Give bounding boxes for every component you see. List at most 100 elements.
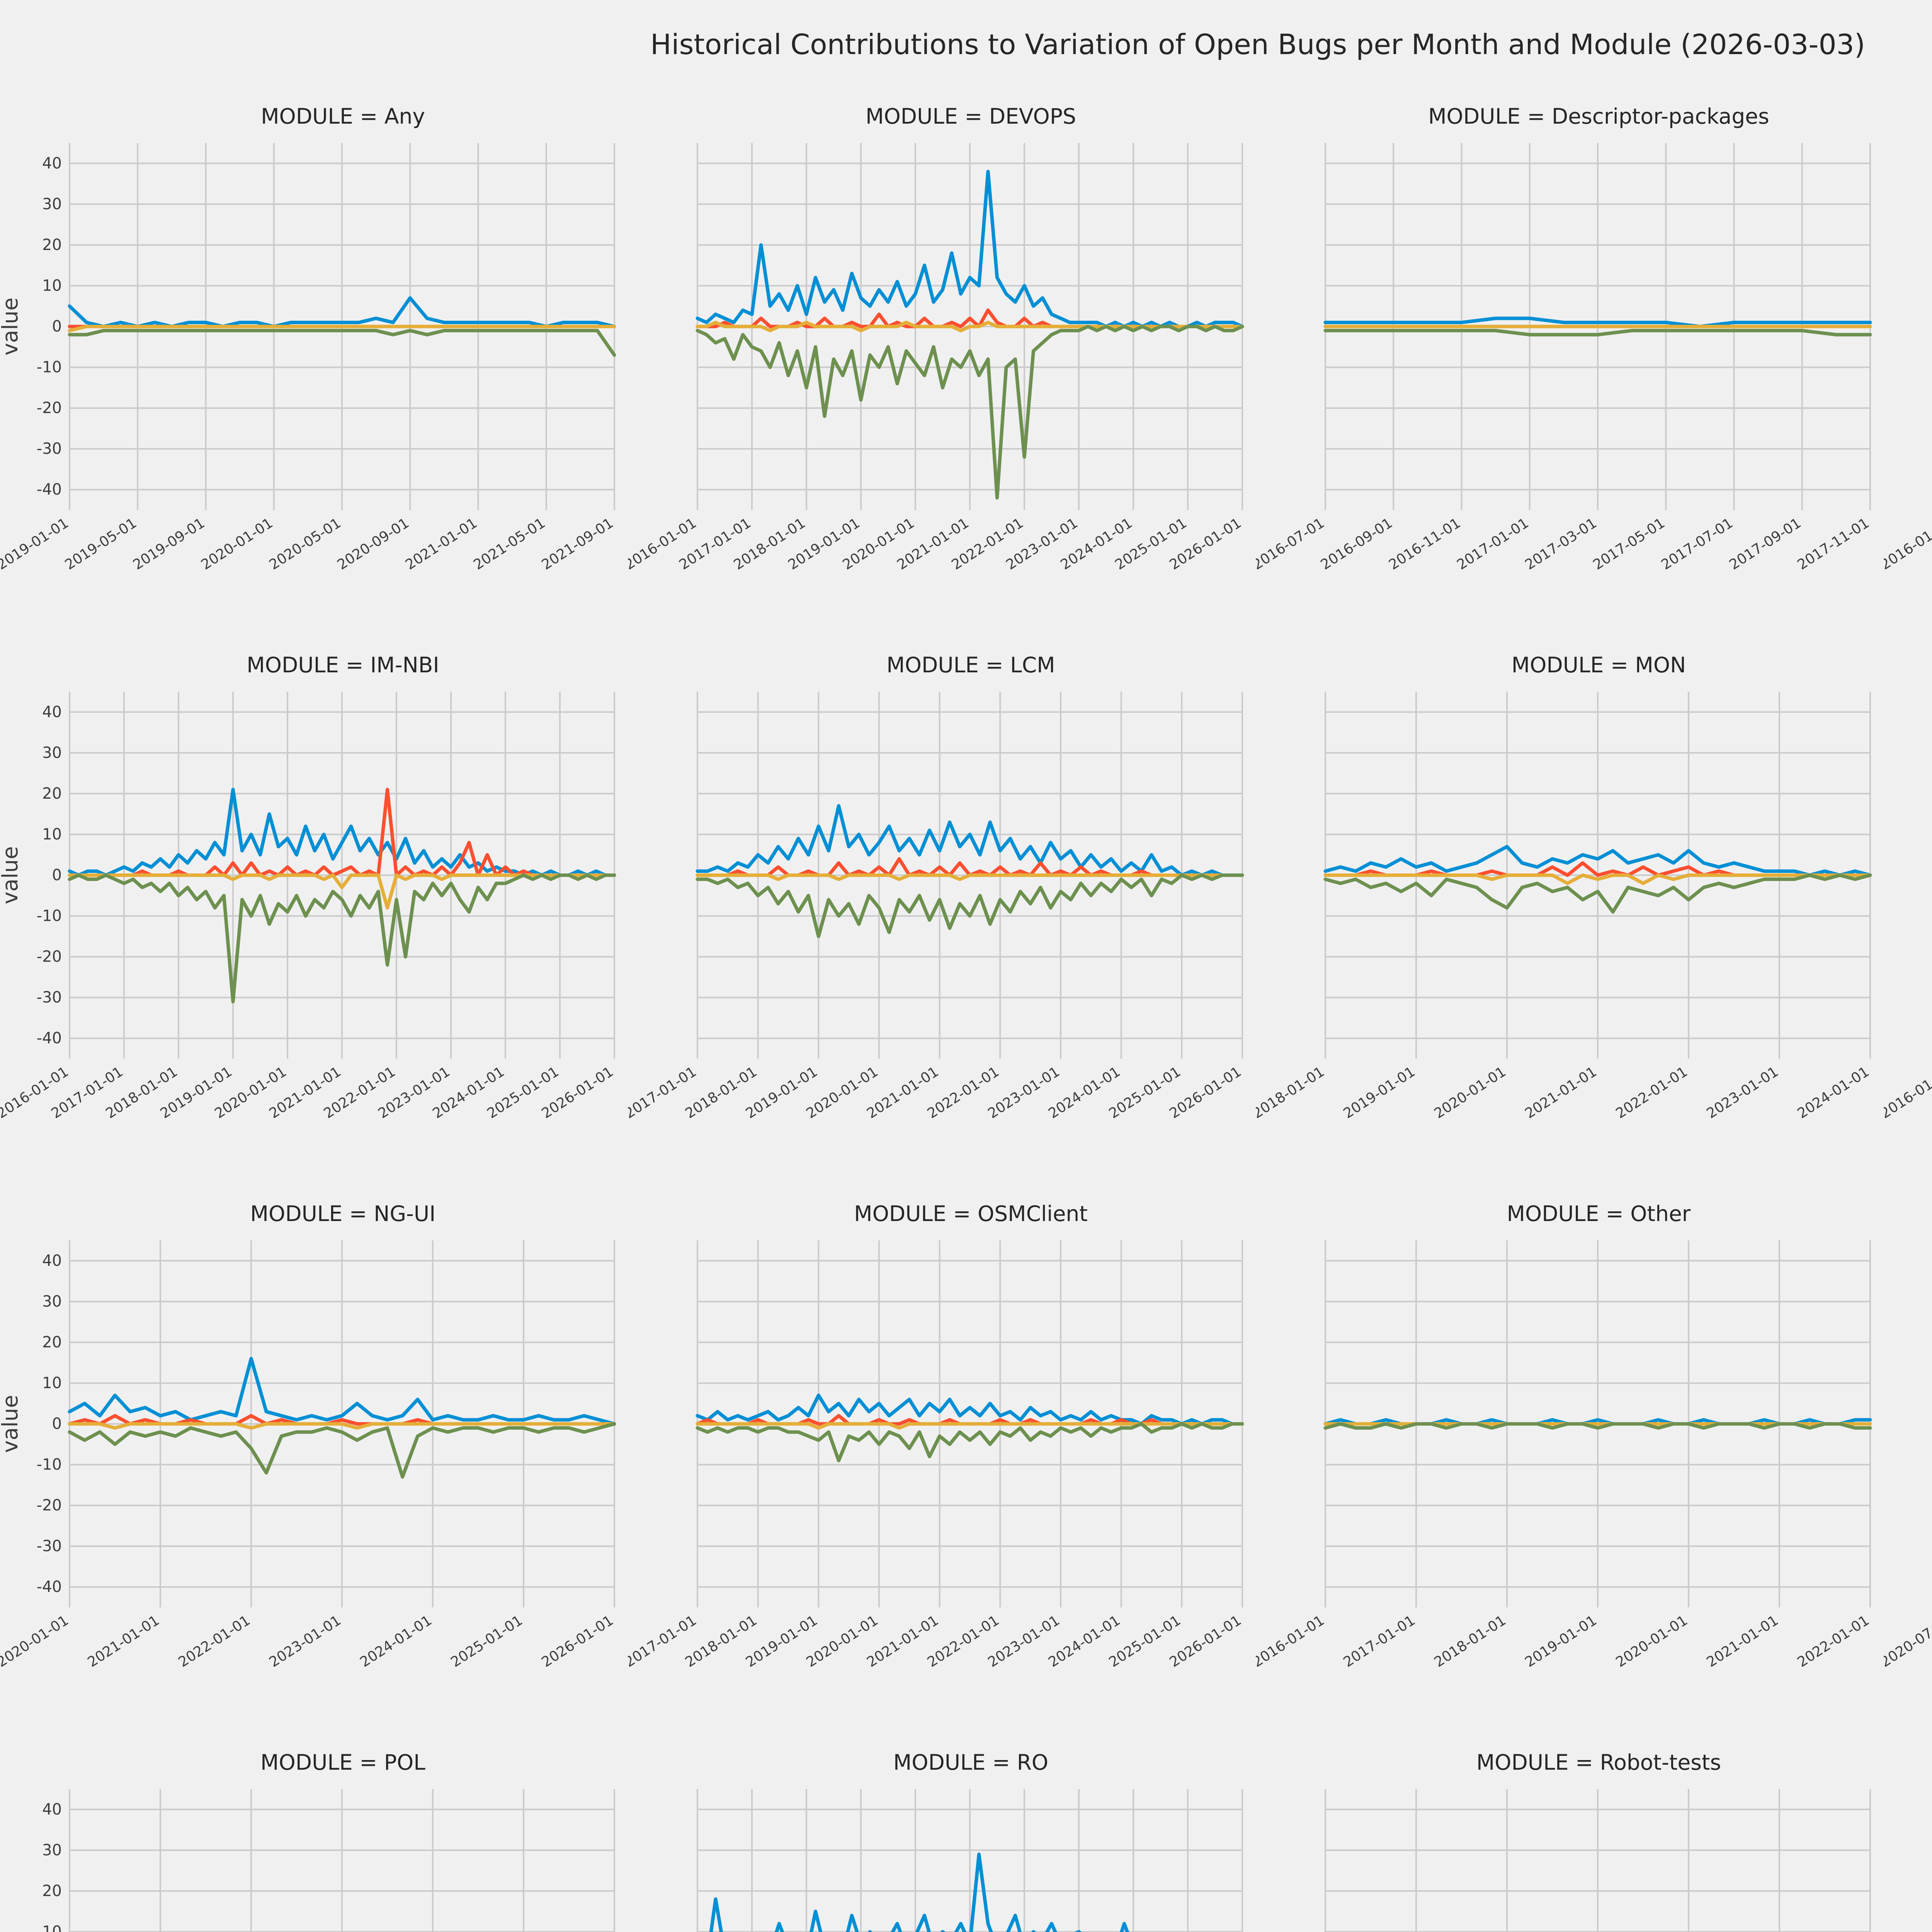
series-line-false_closed: [68, 1422, 616, 1430]
series-line-closed: [696, 325, 1244, 500]
x-tick-label: 2024-01-01: [357, 1612, 435, 1670]
facet-title: MODULE = Unknown: [1884, 1747, 1932, 1781]
series-line-false_closed: [1323, 873, 1872, 885]
facet-pol: MODULE = POL 2018-01-012019-01-012020-01-…: [0, 1747, 628, 1932]
y-tick-label: -20: [37, 399, 62, 417]
x-tick-label: 2021-09-01: [539, 514, 616, 573]
y-tick-label: 20: [42, 1882, 62, 1900]
facet-ng-ui: MODULE = NG-UI 2020-01-01 2021-01-01 2022-0…: [0, 1198, 628, 1747]
y-tick-label: 30: [42, 1293, 62, 1310]
y-tick-label: 10: [42, 277, 62, 294]
facet-chart: 2016-07-012016-09-012016-11-012017-01-01…: [1250, 143, 1872, 573]
x-tick-label: 2020-01-01: [1613, 1612, 1690, 1670]
y-axis-label: value: [0, 846, 22, 904]
series-line-opened: [696, 804, 1244, 877]
series-line-opened: [696, 1393, 1244, 1426]
series-line-closed: [696, 1422, 1244, 1463]
facet-osmclient: MODULE = OSMClient 2017-01-01 2018-01-01 20…: [622, 1198, 1256, 1747]
y-tick-label: 30: [42, 195, 62, 213]
x-tick-label: 2017-01-01: [1454, 514, 1531, 573]
x-tick-label: 2017-09-01: [1726, 514, 1804, 573]
facet-chart: 2020-07-012020-10-012021-01-012021-04-01…: [1878, 1612, 1932, 1670]
y-tick-label: -30: [37, 440, 62, 458]
y-tick-label: -10: [37, 1456, 62, 1474]
series-line-closed: [1323, 1422, 1872, 1430]
series-line-false_closed: [696, 320, 1244, 333]
facet-title: MODULE = DEVOPS: [866, 104, 1076, 129]
facet-other: MODULE = Other 2016-01-01 2017-01-01 2018-0…: [1250, 1198, 1884, 1747]
x-tick-label: 2020-07-01: [1884, 1612, 1932, 1670]
y-tick-label: 0: [52, 318, 62, 335]
x-tick-label: 2016-01-01: [1256, 1612, 1327, 1670]
series-line-false_closed: [696, 1422, 1244, 1430]
facet-chart: 2016-01-012017-01-012018-01-012019-01-01…: [1878, 1063, 1932, 1122]
x-tick-label: 2022-01-01: [175, 1612, 253, 1670]
y-tick-label: -10: [37, 359, 62, 376]
y-tick-label: -20: [37, 1497, 62, 1514]
y-tick-label: -10: [37, 907, 62, 925]
x-tick-label: 2019-01-01: [0, 514, 71, 573]
y-axis-label: value: [0, 1395, 22, 1453]
facet-title: MODULE = Documentation / Wiki: [1884, 100, 1932, 135]
facet-title: MODULE = IM-NBI: [247, 653, 439, 678]
facet-mon: MODULE = MON 2018-01-01 2019-01-01 2020-01-…: [1250, 649, 1884, 1198]
facet-chart: 2017-01-012018-01-012019-01-012020-01-01…: [622, 1240, 1244, 1670]
y-tick-label: 40: [42, 1801, 62, 1818]
facet-documentation-wiki: MODULE = Documentation / Wiki 2016-01-012…: [1878, 100, 1932, 649]
x-tick-label: 2020-09-01: [334, 514, 412, 573]
facet-n2vc: MODULE = N2VC 2016-01-012017-01-012018-01…: [1878, 649, 1932, 1198]
series-line-opened: [696, 170, 1244, 328]
facet-chart: 2017-01-012018-01-012019-01-012020-01-01…: [622, 692, 1244, 1122]
series-line-false_closed: [696, 873, 1244, 881]
x-tick-label: 2018-01-01: [1256, 1063, 1327, 1122]
x-tick-label: 2022-01-01: [1613, 1063, 1690, 1122]
y-tick-label: -40: [37, 1578, 62, 1596]
y-tick-label: 0: [52, 1415, 62, 1433]
facet-title: MODULE = Robot-tests: [1476, 1750, 1721, 1776]
x-tick-label: 2017-03-01: [1522, 514, 1600, 573]
x-tick-label: 2021-01-01: [1522, 1063, 1600, 1122]
y-tick-label: 30: [42, 744, 62, 762]
y-tick-label: -40: [37, 481, 62, 498]
facet-devops: MODULE = DEVOPS 2016-01-01 2017-01-01 2018-…: [622, 100, 1256, 649]
facet-chart: 2019-01-012019-05-012019-09-012020-01-01…: [0, 143, 616, 573]
x-tick-label: 2016-07-01: [1256, 514, 1327, 573]
x-tick-label: 2020-05-01: [266, 514, 344, 573]
y-tick-label: 20: [42, 236, 62, 254]
series-line-opened: [68, 1357, 616, 1426]
facet-title: MODULE = N2VC: [1884, 649, 1932, 684]
facet-title: MODULE = OSMClient: [854, 1202, 1088, 1227]
facet-unknown: MODULE = Unknown2016-01-012017-01-012018…: [1884, 1747, 1932, 1932]
figure-title: Historical Contributions to Variation of…: [650, 31, 1866, 62]
facet-descriptor-packages: MODULE = Descriptor-packages 2016-07-01 20…: [1250, 100, 1884, 649]
y-tick-label: 0: [52, 866, 62, 884]
series-line-opened: [1323, 316, 1872, 328]
facet-title: MODULE = PLA: [1884, 1198, 1932, 1233]
facet-any: MODULE = Any 2019-01-01 2019-05-01 2019-09-…: [0, 100, 628, 649]
facet-chart: 2016-01-012017-01-012018-01-012019-01-01…: [0, 692, 616, 1122]
facet-title: MODULE = Other: [1507, 1202, 1691, 1227]
y-tick-label: 40: [42, 1252, 62, 1270]
x-tick-label: 2020-01-01: [0, 1612, 71, 1670]
facet-title: MODULE = Any: [261, 104, 425, 129]
series-line-opened: [68, 296, 616, 328]
facet-robot-tests: MODULE = Robot-tests 2020-01-012021-01-01…: [1256, 1747, 1884, 1932]
facet-ro: MODULE = RO 2016-01-012017-01-012018-01-0…: [628, 1747, 1256, 1932]
y-tick-label: -20: [37, 948, 62, 966]
facet-chart: 2016-01-012017-01-012018-01-012019-01-01…: [1884, 1781, 1932, 1932]
series-line-false_closed: [68, 325, 616, 333]
series-line-closed: [68, 873, 616, 1003]
series-line-closed: [696, 873, 1244, 938]
x-tick-label: 2016-01-01: [1884, 514, 1932, 573]
y-tick-label: 40: [42, 155, 62, 172]
facet-title: MODULE = LCM: [886, 653, 1055, 678]
x-tick-label: 2023-01-01: [266, 1612, 344, 1670]
x-tick-label: 2020-01-01: [1431, 1063, 1509, 1122]
y-tick-label: 10: [42, 825, 62, 843]
y-axis-label: value: [0, 298, 22, 355]
facet-grid: MODULE = Any 2019-01-01 2019-05-01 2019-09-…: [0, 100, 1932, 1932]
facet-chart: 2016-01-012017-01-012018-01-012019-01-01…: [622, 143, 1244, 573]
